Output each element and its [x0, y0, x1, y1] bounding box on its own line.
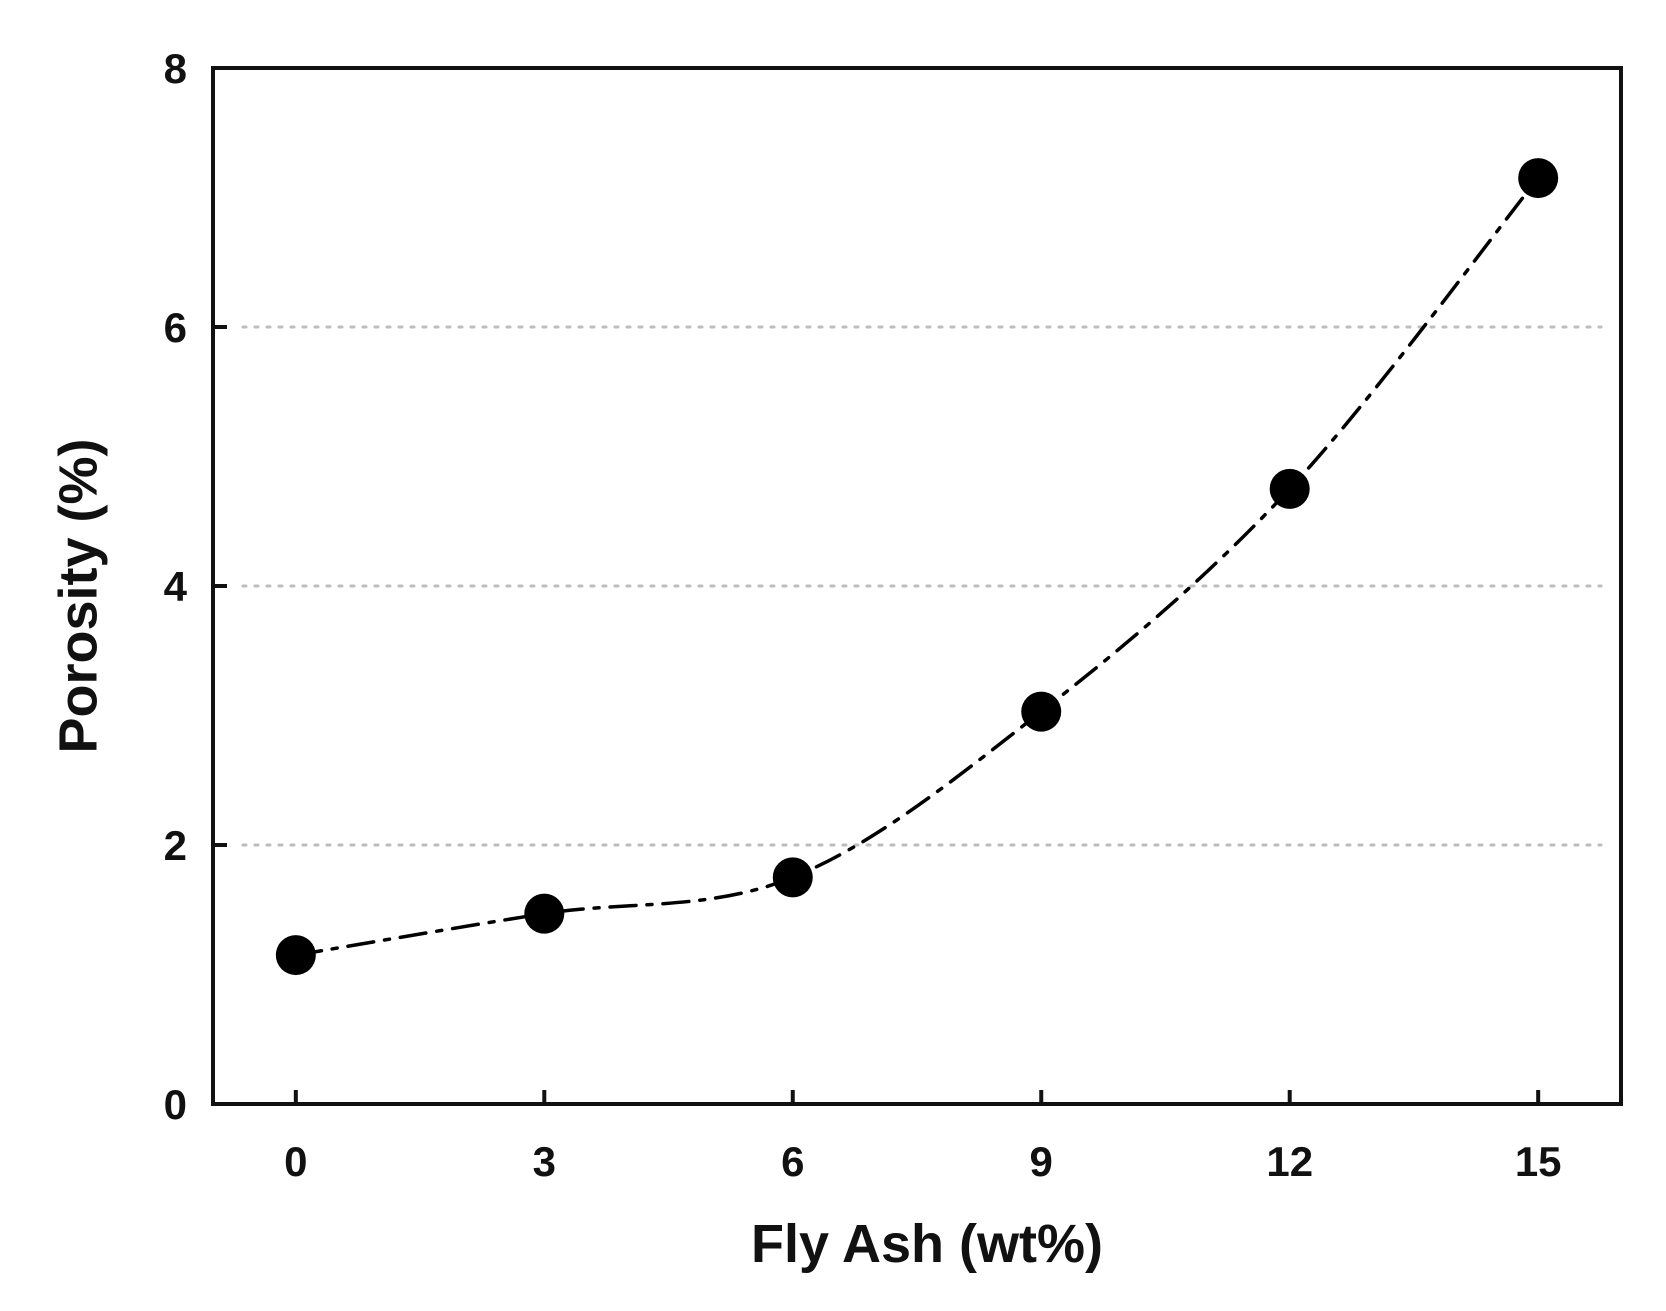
data-markers: [275, 158, 1559, 976]
x-tick-label: 3: [533, 1138, 556, 1185]
x-tick-label: 12: [1266, 1138, 1313, 1185]
y-tick-label: 4: [164, 563, 188, 610]
data-point-3: [524, 893, 565, 934]
data-point-12: [1269, 468, 1310, 509]
x-tick-label: 9: [1030, 1138, 1053, 1185]
y-tick-label: 0: [164, 1081, 187, 1128]
data-point-0: [275, 935, 316, 976]
data-point-6: [772, 857, 813, 898]
x-axis-title: Fly Ash (wt%): [751, 1214, 1103, 1274]
x-tick-label: 15: [1515, 1138, 1562, 1185]
data-point-15: [1518, 158, 1559, 199]
y-tick-label: 6: [164, 304, 187, 351]
series-curve-layer: [294, 176, 1540, 957]
y-axis-ticks: 0 2 4 6 8: [164, 45, 227, 1128]
y-tick-label: 8: [164, 45, 187, 92]
y-tick-label: 2: [164, 822, 187, 869]
data-point-9: [1021, 691, 1062, 732]
x-axis-ticks: 0 3 6 9 12 15: [284, 1090, 1562, 1185]
grid-lines: [241, 325, 1603, 847]
x-tick-label: 6: [781, 1138, 804, 1185]
x-tick-label: 0: [284, 1138, 307, 1185]
y-axis-title: Porosity (%): [48, 438, 108, 753]
series-line-0: [294, 176, 1540, 957]
